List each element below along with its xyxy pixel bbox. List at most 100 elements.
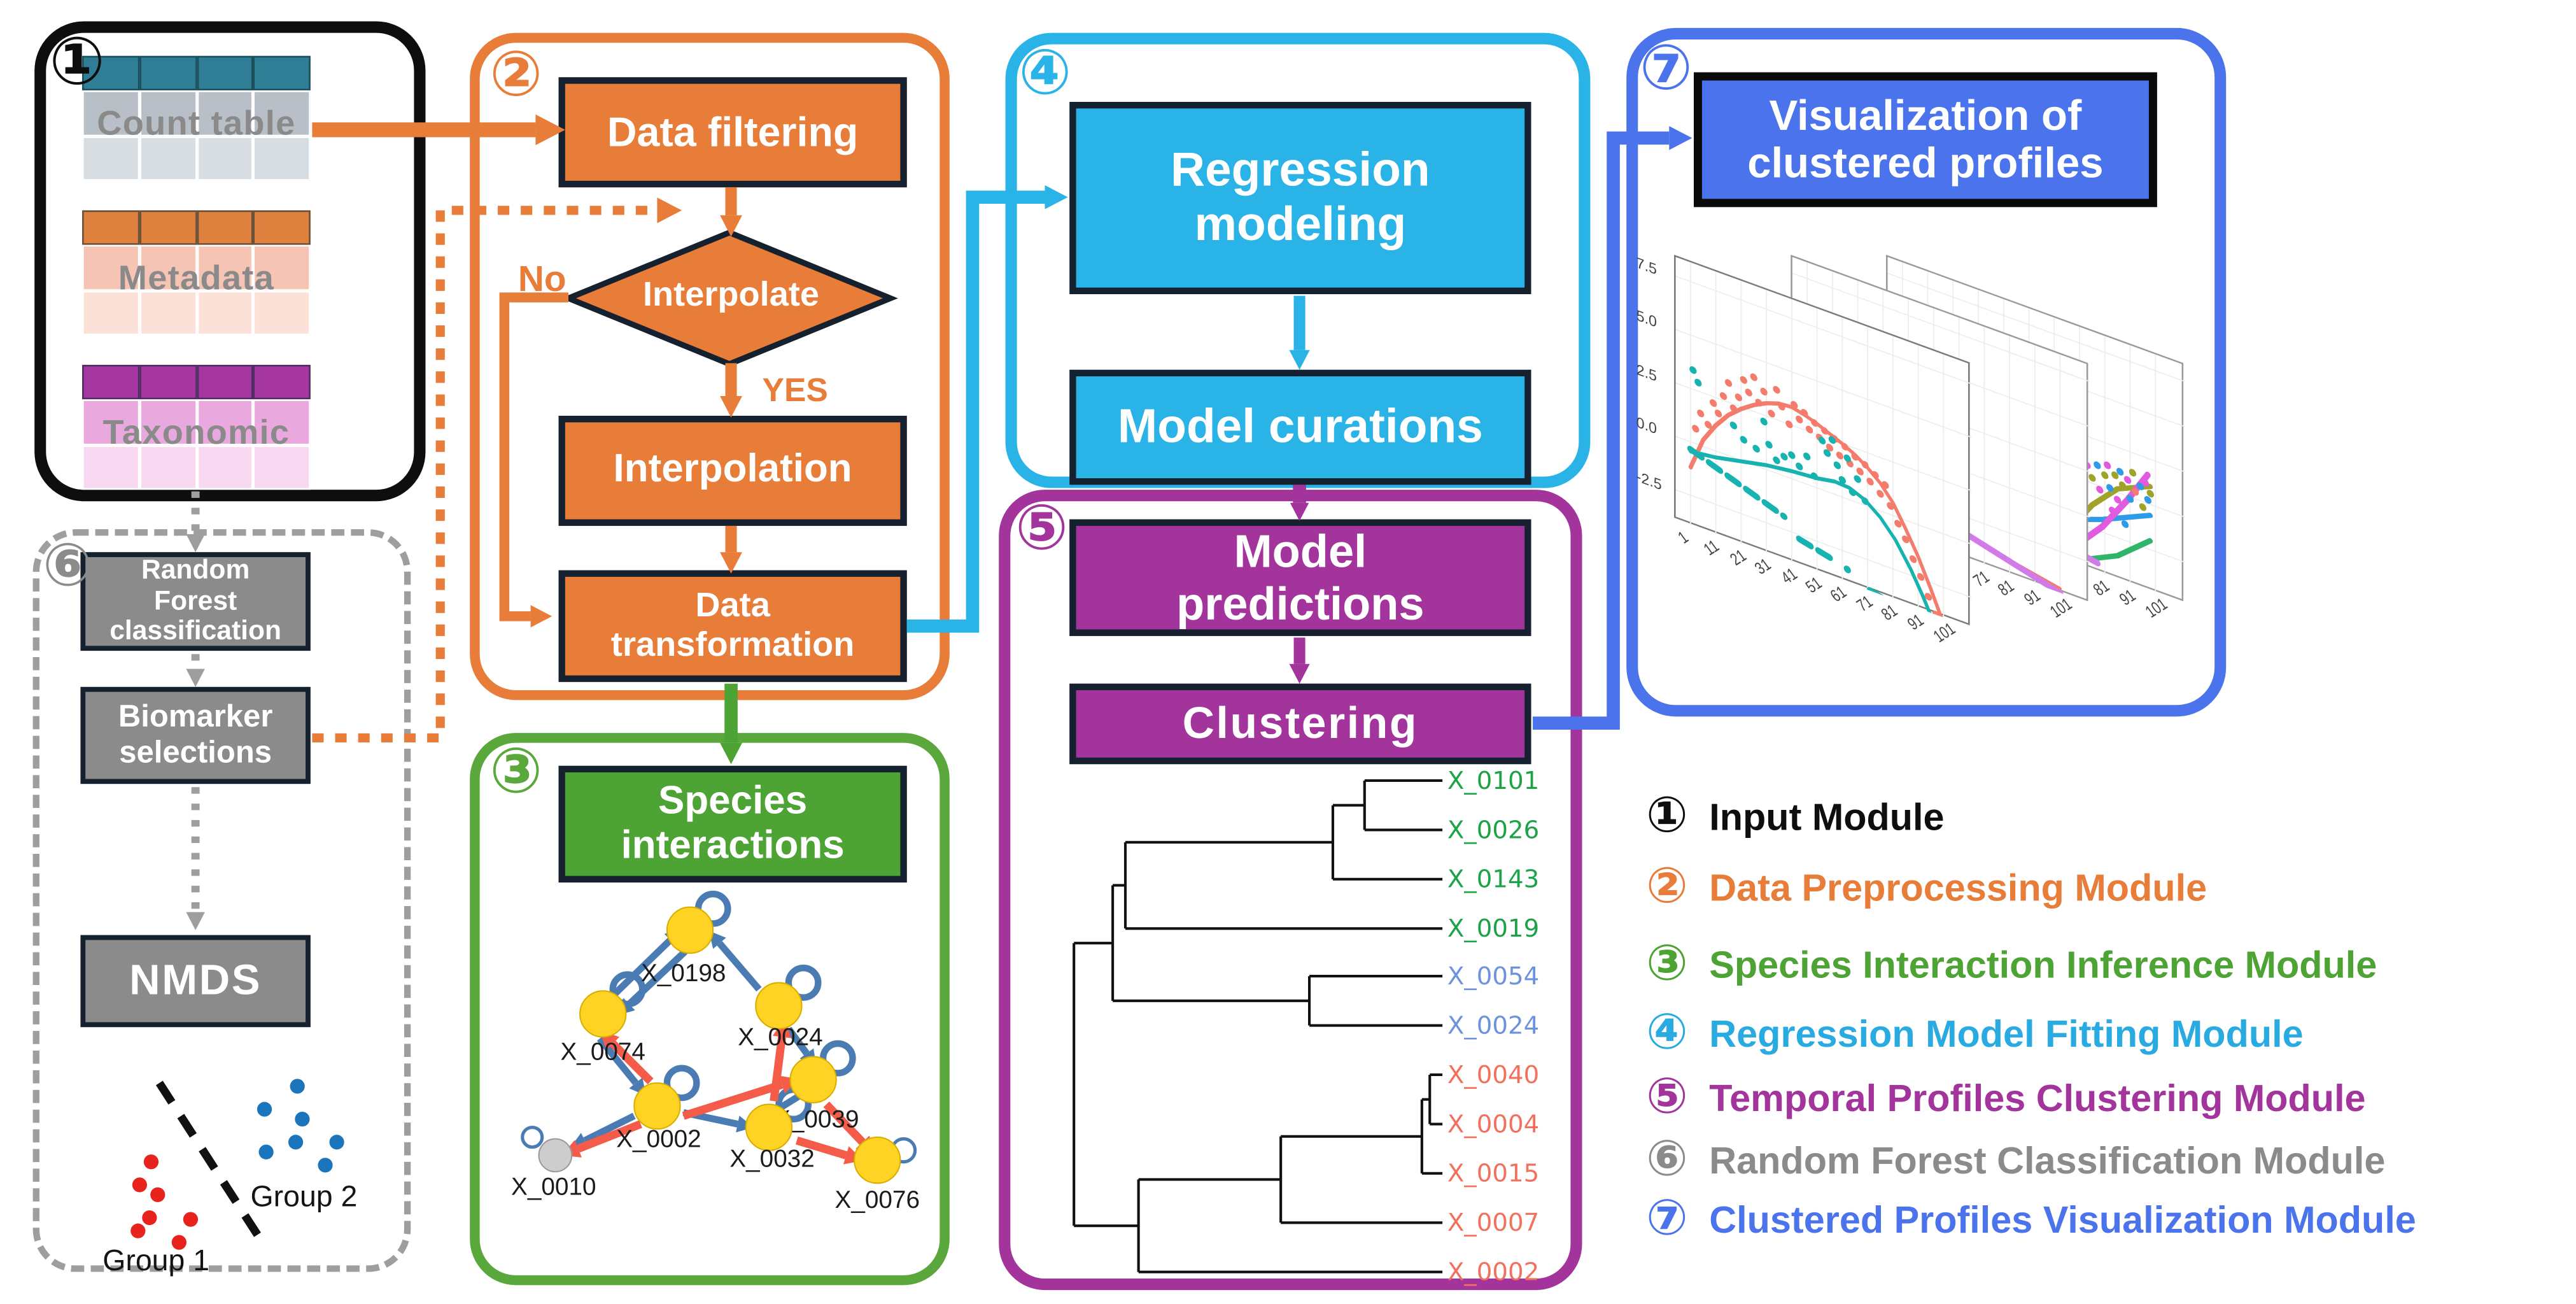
network-node-X_0010	[538, 1138, 573, 1173]
legend-label: Temporal Profiles Clustering Module	[1709, 1075, 2366, 1119]
group1-point	[150, 1187, 165, 1203]
data-filtering-label: Data filtering	[607, 109, 859, 155]
group1-point	[183, 1212, 199, 1227]
profile-point	[1755, 399, 1763, 407]
profile-point	[1740, 376, 1747, 384]
legend-item-1: ① Input Module	[1646, 784, 1944, 849]
profile-point	[1745, 388, 1752, 397]
profile-point	[1785, 420, 1793, 429]
self-loop	[609, 971, 646, 1008]
network-node-X_0076	[854, 1137, 901, 1184]
profile-point	[1760, 417, 1768, 426]
legend-badge: ③	[1646, 937, 1688, 991]
input-table-label: Taxonomic	[102, 414, 290, 452]
profile-point	[1801, 409, 1808, 417]
data-filtering-box: Data filtering	[558, 77, 907, 188]
profile-point	[1861, 460, 1869, 469]
profile-point	[2109, 506, 2116, 514]
profile-point	[1788, 451, 1796, 459]
profile-point	[1803, 452, 1811, 460]
nmds-divider	[155, 1081, 268, 1248]
profile-point	[1796, 415, 1803, 423]
profile-point	[1841, 443, 1848, 451]
group1-point	[142, 1210, 157, 1226]
nmds-label: NMDS	[129, 955, 262, 1005]
profile-point	[1704, 421, 1712, 429]
profile-point	[2104, 461, 2111, 469]
profile-point	[2118, 481, 2127, 490]
profile-point	[1780, 453, 1788, 461]
group2-point	[288, 1135, 304, 1150]
data-transformation-label: Data transformation	[610, 587, 855, 664]
clustering-label: Clustering	[1182, 698, 1419, 749]
panel1-svg	[1675, 262, 1972, 628]
dendrogram-svg: X_0101 X_0026 X_0143 X_0019 X_0054 X_0024 X_00…	[1073, 767, 1539, 1287]
profile-point	[1924, 593, 1932, 601]
profile-point	[1689, 366, 1697, 374]
clustering-box: Clustering	[1069, 683, 1531, 765]
biomarker-selections-label: Biomarker selections	[118, 700, 273, 770]
profile-point	[1851, 453, 1859, 461]
dendrogram-leaf-X_0143: X_0143	[1447, 865, 1539, 894]
species-network: X_0198 X_0074 X_0024 X_0039 X_0002 X_0032 X_00…	[470, 733, 950, 1285]
network-node-label-X_0024: X_0024	[738, 1024, 822, 1051]
self-loop	[663, 1065, 700, 1102]
profile-point	[1735, 393, 1743, 402]
profile-point	[2116, 467, 2124, 476]
profile-point	[2111, 471, 2119, 479]
network-node-label-X_0010: X_0010	[511, 1173, 596, 1200]
profile-series	[1687, 446, 1788, 520]
random-forest-classification-label: Random Forest classification	[109, 556, 282, 646]
group2-point	[295, 1112, 310, 1127]
profile-point	[1856, 467, 1864, 476]
species-interactions-box: Species interactions	[558, 765, 907, 882]
profile-point	[1887, 502, 1894, 510]
legend-badge: ①	[1646, 788, 1688, 844]
group2-point	[329, 1135, 344, 1150]
input-table-label: Count table	[97, 105, 296, 143]
group2-point	[318, 1158, 333, 1173]
profile-point	[2126, 495, 2134, 503]
profile-point	[1866, 478, 1874, 486]
group1-point	[143, 1154, 159, 1170]
profile-point	[1823, 449, 1831, 457]
legend-item-4: ④ Regression Model Fitting Module	[1646, 1001, 2303, 1067]
data-transformation-box: Data transformation	[558, 570, 907, 683]
interpolate-label: Interpolate	[642, 276, 820, 314]
profile-point	[1805, 425, 1813, 434]
profile-point	[2129, 469, 2137, 477]
legend-item-3: ③ Species Interaction Inference Module	[1646, 932, 2377, 997]
self-loop	[785, 965, 822, 1001]
profile-point	[1692, 425, 1700, 433]
legend-item-2: ② Data Preprocessing Module	[1646, 854, 2207, 920]
model-predictions-label: Model predictions	[1176, 526, 1425, 629]
dendrogram-leaf-X_0026: X_0026	[1447, 816, 1539, 844]
dendrogram-leaf-X_0004: X_0004	[1447, 1110, 1539, 1138]
input-table-taxonomic: Taxonomic	[82, 364, 311, 490]
network-node-label-X_0074: X_0074	[561, 1038, 645, 1066]
module-clustering-badge: ⑤	[1015, 494, 1069, 564]
dendrogram-leaf-X_0015: X_0015	[1447, 1159, 1539, 1188]
legend-badge: ⑥	[1646, 1132, 1688, 1187]
profile-point	[2106, 484, 2114, 492]
input-tables: Count table Metadata Taxonomic	[82, 55, 311, 490]
network-node-X_0032	[745, 1103, 793, 1151]
profile-point	[2146, 490, 2155, 498]
profile-point	[2131, 488, 2139, 496]
profile-point	[1894, 520, 1902, 528]
profile-point	[1709, 399, 1717, 408]
group2-point	[290, 1079, 305, 1094]
profile-point	[1871, 471, 1879, 479]
profile-point	[1796, 462, 1803, 471]
profile-point	[2123, 476, 2132, 484]
legend-label: Clustered Profiles Visualization Module	[1709, 1197, 2416, 1240]
module-visualization-badge: ⑦	[1639, 34, 1693, 104]
profile-point	[1838, 476, 1847, 484]
network-node-label-X_0002: X_0002	[616, 1126, 701, 1153]
legend-label: Data Preprocessing Module	[1709, 865, 2207, 909]
profile-point	[2136, 482, 2144, 490]
profile-point	[1773, 386, 1780, 394]
network-node-label-X_0198: X_0198	[641, 960, 726, 987]
profile-point	[1719, 392, 1728, 400]
